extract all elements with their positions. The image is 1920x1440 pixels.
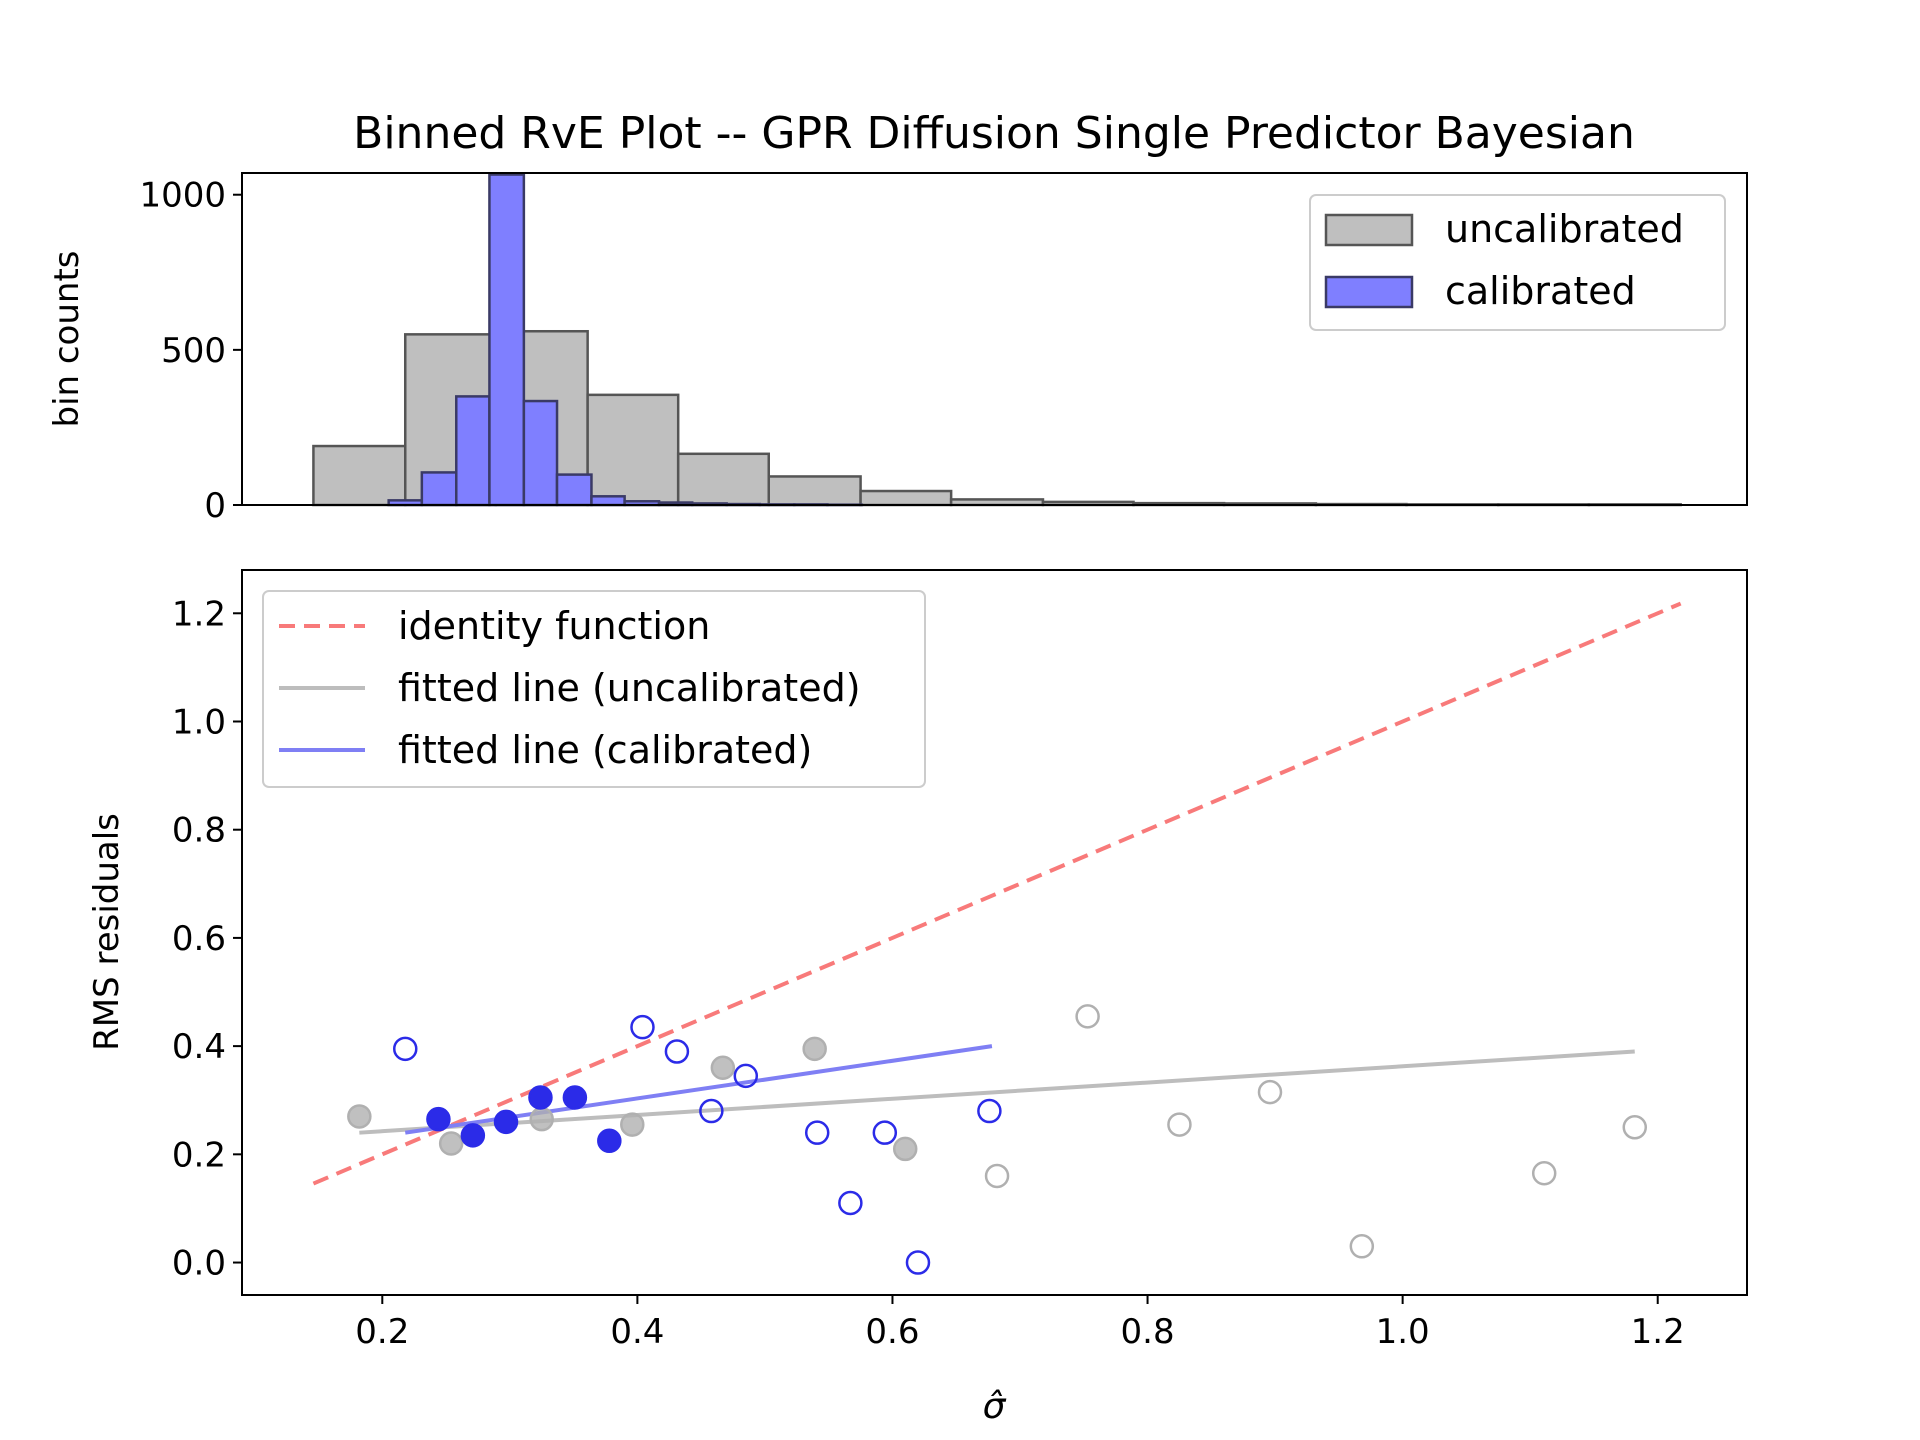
rve-point-calibrated-open	[905, 1250, 931, 1275]
rve-point-calibrated-filled	[528, 1085, 553, 1110]
histogram-legend-swatch-uncalibrated	[1324, 213, 1414, 247]
rve-point-calibrated-filled	[460, 1123, 486, 1148]
histogram-bar-uncalibrated	[859, 489, 953, 507]
rve-point-uncalibrated-filled	[892, 1136, 918, 1162]
rve-point-calibrated-open	[664, 1039, 690, 1064]
rve-point-uncalibrated-open	[1622, 1115, 1648, 1140]
rve-point-uncalibrated-filled	[529, 1106, 554, 1132]
rve-y-tick-label: 0.4	[172, 1027, 226, 1067]
histogram-y-tick-label: 500	[161, 331, 226, 371]
histogram-bar-uncalibrated	[767, 475, 862, 507]
histogram-bar-uncalibrated	[676, 452, 770, 507]
rve-x-tick-label: 1.2	[1631, 1312, 1685, 1352]
rve-frame	[241, 569, 1748, 1296]
rve-point-uncalibrated-open	[1257, 1079, 1283, 1105]
rve-legend: identity function fitted line (uncalibrat…	[262, 590, 926, 788]
rve-x-ticks: 0.2 0.4 0.6 0.8 1.0 1.2	[355, 1295, 1685, 1352]
rve-point-calibrated-open	[630, 1014, 655, 1040]
rve-point-uncalibrated-open	[1167, 1112, 1192, 1137]
rve-line-1	[359, 1049, 1635, 1135]
histogram-bar-uncalibrated	[312, 444, 407, 507]
rve-point-uncalibrated-open	[984, 1163, 1010, 1189]
rve-point-uncalibrated-open	[1075, 1004, 1100, 1029]
rve-y-tick-label: 1.0	[172, 702, 226, 742]
rve-y-ticks: 0.0 0.2 0.4 0.6 0.8 1.0 1.2	[172, 594, 242, 1284]
rve-point-calibrated-open	[872, 1120, 898, 1145]
histogram-bar-calibrated	[590, 495, 626, 507]
rve-x-tick-label: 0.8	[1121, 1312, 1175, 1352]
rve-x-axis-label: σ̂	[983, 1386, 1007, 1427]
rve-point-uncalibrated-filled	[438, 1131, 464, 1156]
rve-point-uncalibrated-open	[1349, 1234, 1375, 1259]
rve-y-tick-label: 0.6	[172, 919, 226, 959]
histogram-bar-uncalibrated	[586, 393, 680, 507]
rve-point-calibrated-filled	[562, 1085, 588, 1110]
histogram-bar-calibrated	[522, 399, 559, 507]
chart-title: Binned RvE Plot -- GPR Diffusion Single …	[353, 108, 1635, 159]
rve-x-tick-label: 1.0	[1376, 1312, 1430, 1352]
rve-point-calibrated-filled	[597, 1128, 622, 1154]
rve-point-calibrated-open	[393, 1036, 418, 1062]
rve-legend-label-0: identity function	[398, 604, 710, 648]
rve-y-tick-label: 0.2	[172, 1135, 226, 1175]
histogram-y-tick-label: 0	[204, 486, 226, 526]
histogram-frame	[241, 172, 1748, 506]
histogram-bars	[312, 173, 1682, 507]
rve-legend-label-2: fitted line (calibrated)	[398, 728, 812, 772]
rve-point-uncalibrated-filled	[710, 1055, 736, 1081]
rve-y-tick-label: 1.2	[172, 594, 226, 634]
histogram-y-tick-label: 1000	[139, 176, 226, 216]
rve-point-uncalibrated-filled	[802, 1036, 827, 1062]
rve-point-calibrated-open	[838, 1190, 863, 1216]
histogram-y-ticks: 0 500 1000	[139, 176, 242, 526]
rve-x-tick-label: 0.2	[355, 1312, 409, 1352]
histogram-panel: 0 500 1000 bin counts uncalibrated calibrat…	[47, 172, 1748, 526]
rve-point-calibrated-open	[733, 1063, 759, 1089]
rve-point-calibrated-open	[699, 1098, 724, 1124]
rve-point-calibrated-open	[977, 1098, 1002, 1124]
rve-point-calibrated-filled	[426, 1106, 451, 1132]
histogram-bar-calibrated	[488, 173, 526, 507]
rve-point-calibrated-filled	[493, 1109, 519, 1135]
rve-x-tick-label: 0.4	[610, 1312, 664, 1352]
histogram-bar-calibrated	[420, 471, 458, 507]
histogram-legend-label-uncalibrated: uncalibrated	[1445, 207, 1684, 251]
rve-point-calibrated-open	[804, 1120, 830, 1145]
histogram-legend: uncalibrated calibrated	[1309, 194, 1726, 331]
histogram-y-axis-label: bin counts	[47, 250, 87, 427]
histogram-legend-swatch-calibrated	[1324, 275, 1414, 309]
rve-legend-box	[262, 590, 926, 788]
rve-point-uncalibrated-open	[1531, 1161, 1557, 1186]
rve-scatter-panel: 0.2 0.4 0.6 0.8 1.0 1.2 0.0 0.2 0.4 0.6 0.8 1.0 1.2…	[87, 569, 1748, 1427]
rve-legend-label-1: fitted line (uncalibrated)	[398, 666, 861, 710]
histogram-legend-box	[1309, 194, 1726, 331]
rve-line-2	[404, 1044, 993, 1135]
histogram-bar-calibrated	[555, 473, 593, 507]
rve-line-0	[312, 601, 1682, 1186]
rve-point-uncalibrated-filled	[347, 1104, 372, 1129]
rve-x-tick-label: 0.6	[865, 1312, 919, 1352]
rve-y-axis-label: RMS residuals	[87, 813, 127, 1051]
histogram-bar-calibrated	[455, 395, 491, 507]
rve-points	[347, 1004, 1648, 1275]
rve-y-tick-label: 0.8	[172, 811, 226, 851]
rve-y-tick-label: 0.0	[172, 1244, 226, 1284]
rve-point-uncalibrated-filled	[620, 1112, 645, 1137]
histogram-legend-label-calibrated: calibrated	[1445, 269, 1636, 313]
